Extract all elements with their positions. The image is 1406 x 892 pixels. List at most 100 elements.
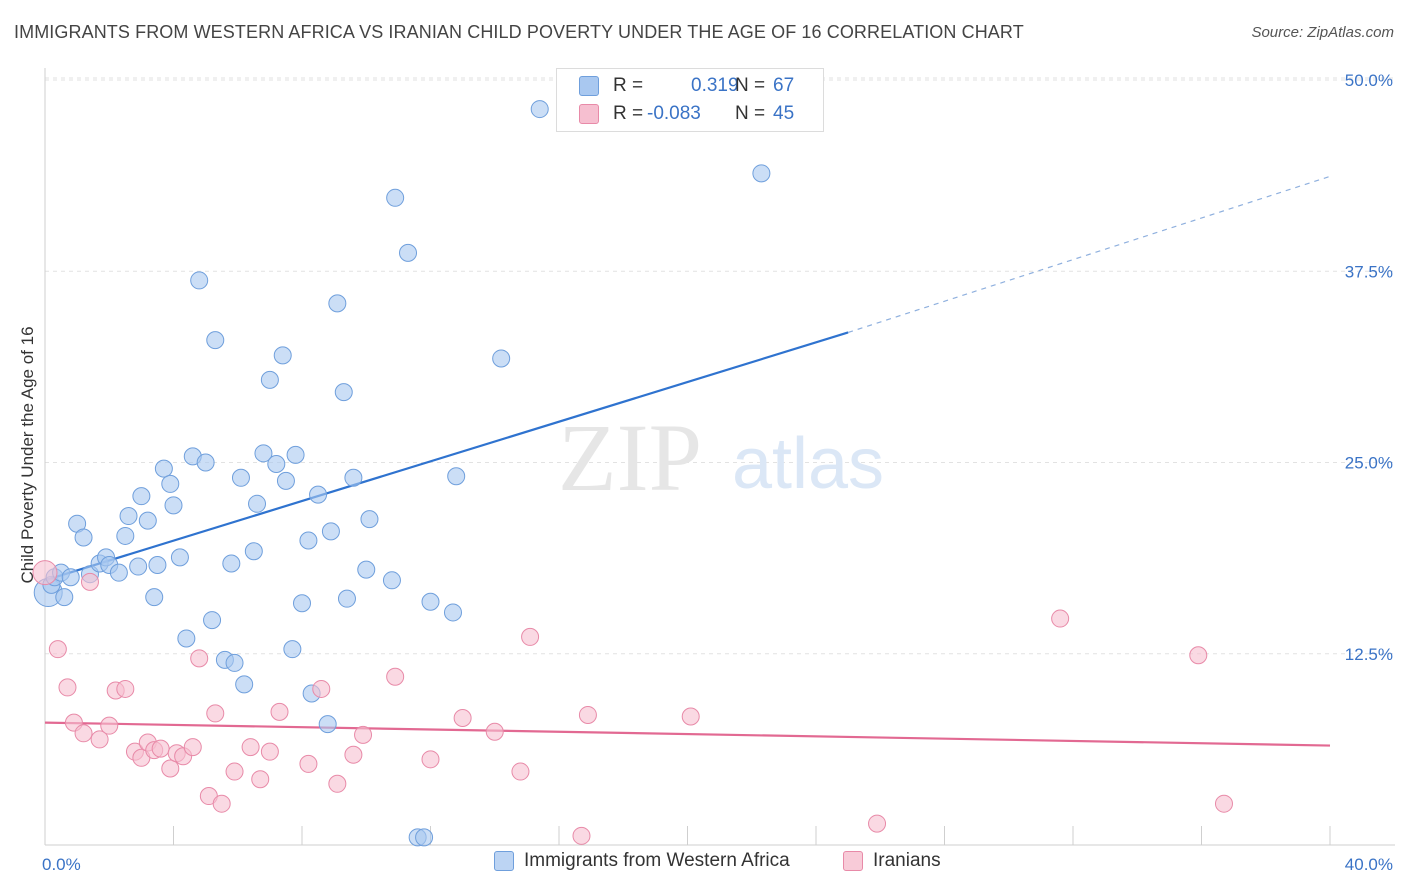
point-western-africa [357,560,376,579]
point-western-africa [119,507,138,526]
stats-swatch-western-africa [579,76,599,96]
source-label: Source: ZipAtlas.com [1251,24,1394,41]
point-western-africa [415,828,434,847]
point-western-africa [443,603,462,622]
point-iranians [578,705,597,724]
point-western-africa [231,468,250,487]
point-iranians [32,560,58,586]
point-western-africa [421,592,440,611]
point-western-africa [196,453,215,472]
point-iranians [48,640,67,659]
point-iranians [1189,646,1208,665]
point-western-africa [222,554,241,573]
point-western-africa [360,510,379,529]
stats-n-label: N = [735,75,766,96]
point-western-africa [177,629,196,648]
watermark-zip: ZIP [558,404,702,511]
point-iranians [151,739,170,758]
point-iranians [190,649,209,668]
point-iranians [58,678,77,697]
point-iranians [868,814,887,833]
point-western-africa [148,556,167,575]
point-western-africa [248,494,267,513]
legend-item-western-africa[interactable]: Immigrants from Western Africa [494,850,790,872]
point-iranians [251,770,270,789]
data-points [32,100,1233,847]
point-western-africa [399,243,418,262]
stats-n-value: 45 [773,103,795,124]
point-western-africa [286,445,305,464]
tick-labels: 12.5% 25.0% 37.5% 50.0% 0.0% 40.0% [42,71,1393,874]
x-tick-label: 40.0% [1345,855,1393,874]
point-western-africa [267,455,286,474]
point-western-africa [321,522,340,541]
y-tick-label: 50.0% [1345,71,1393,90]
point-western-africa [190,271,209,290]
point-iranians [241,738,260,757]
y-tick-label: 12.5% [1345,645,1393,664]
point-western-africa [154,459,173,478]
point-western-africa [170,548,189,567]
point-western-africa [386,188,405,207]
point-iranians [386,667,405,686]
point-iranians [453,709,472,728]
point-western-africa [283,640,302,659]
legend-swatch-western-africa [494,851,514,871]
point-western-africa [273,346,292,365]
point-western-africa [382,571,401,590]
point-iranians [299,754,318,773]
point-western-africa [318,715,337,734]
chart-title: IMMIGRANTS FROM WESTERN AFRICA VS IRANIA… [14,22,1024,42]
point-iranians [485,722,504,741]
point-western-africa [55,588,74,607]
point-western-africa [276,471,295,490]
point-iranians [80,572,99,591]
point-iranians [354,725,373,744]
y-axis-title: Child Poverty Under the Age of 16 [18,326,37,584]
point-iranians [161,759,180,778]
watermark-atlas: atlas [732,424,884,504]
legend: Immigrants from Western Africa Iranians [0,850,1406,878]
point-iranians [681,707,700,726]
legend-label-western-africa: Immigrants from Western Africa [524,850,790,871]
point-iranians [572,826,591,845]
point-western-africa [492,349,511,368]
point-western-africa [235,675,254,694]
point-iranians [521,627,540,646]
point-western-africa [145,588,164,607]
legend-item-iranians[interactable]: Iranians [843,850,941,872]
point-iranians [511,762,530,781]
y-tick-label: 37.5% [1345,262,1393,281]
point-iranians [1051,609,1070,628]
point-western-africa [129,557,148,576]
point-iranians [183,738,202,757]
point-western-africa [344,468,363,487]
point-western-africa [328,294,347,313]
point-iranians [344,745,363,764]
point-western-africa [309,485,328,504]
trend-line-western-africa [44,331,849,582]
point-western-africa [164,496,183,515]
stats-r-label: R = [613,75,644,96]
point-western-africa [116,526,135,545]
point-western-africa [337,589,356,608]
point-iranians [1214,794,1233,813]
point-western-africa [161,474,180,493]
stats-box: R = 0.319 N = 67 R = -0.083 N = 45 [556,68,824,132]
point-iranians [74,724,93,743]
point-western-africa [299,531,318,550]
point-iranians [421,750,440,769]
point-western-africa [293,594,311,613]
trend-lines [44,175,1331,747]
point-western-africa [206,331,225,350]
point-western-africa [109,563,128,582]
point-iranians [270,702,289,721]
stats-swatch-iranians [579,104,599,124]
stats-r-value: -0.083 [647,103,701,124]
point-western-africa [203,611,222,630]
trend-line-iranians [44,721,1331,747]
point-iranians [90,730,109,749]
point-iranians [206,704,225,723]
gridlines [45,77,1395,655]
